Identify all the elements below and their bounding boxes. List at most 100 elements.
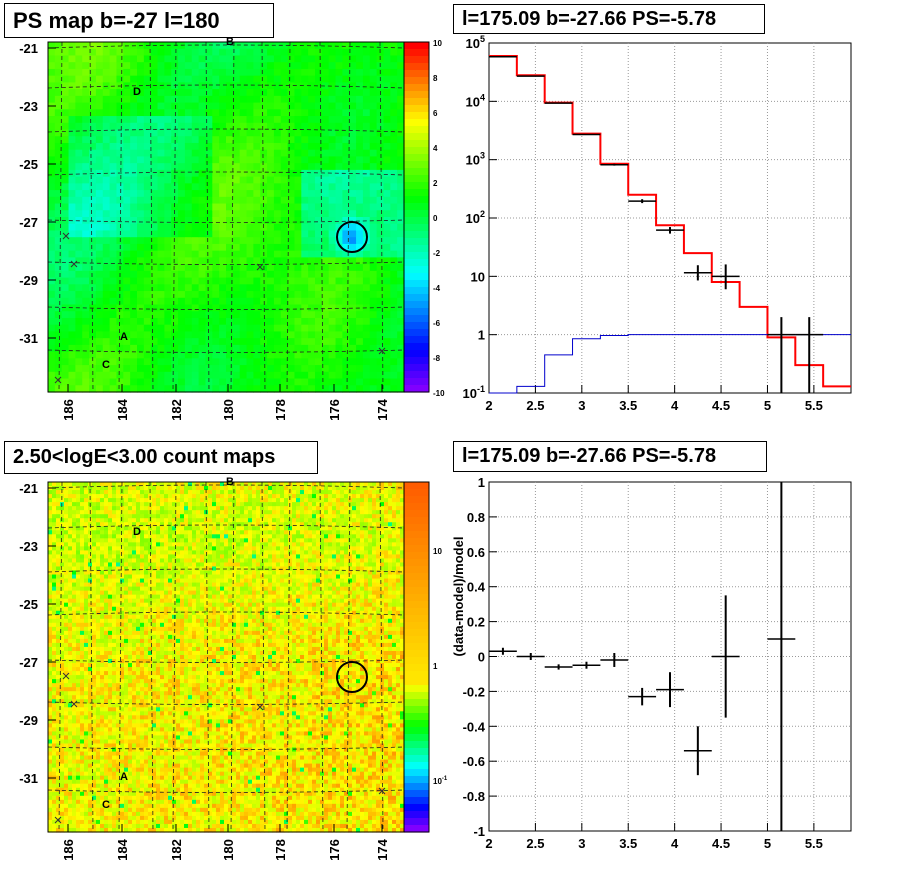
count-map-cell <box>76 642 81 648</box>
ps-map-cell <box>150 371 159 380</box>
count-map-cell <box>60 791 65 797</box>
count-map-cell <box>56 654 61 660</box>
ps-map-cell <box>280 142 289 151</box>
ps-map-cell <box>294 365 302 373</box>
count-map-cell <box>140 618 145 624</box>
count-map-cell <box>120 634 125 640</box>
ps-map-cell <box>109 129 118 137</box>
ps-map-cell <box>239 243 248 252</box>
ps-map-cell <box>89 317 97 326</box>
count-map-cell <box>84 642 89 648</box>
ps-map-cell <box>164 331 172 339</box>
ps-map-cell <box>191 344 200 353</box>
ps-map-cell <box>143 371 152 380</box>
count-map-cell <box>72 518 77 523</box>
ps-map-cell <box>143 136 152 144</box>
count-map-cell <box>88 751 93 757</box>
count-map-cell <box>68 554 73 560</box>
count-map-cell <box>132 671 137 676</box>
ps-map-cell <box>349 55 357 63</box>
count-map-cell <box>116 811 121 817</box>
ps-map-cell <box>226 196 234 205</box>
ps-map-cell <box>82 190 90 198</box>
ps-map-cell <box>253 68 261 77</box>
count-map-cell <box>64 614 69 620</box>
count-map-cell <box>60 510 65 515</box>
count-map-cell <box>76 530 81 535</box>
ps-map-cell <box>239 196 248 205</box>
count-map-cell <box>100 494 105 499</box>
count-map-cell <box>56 767 61 773</box>
count-map-cell <box>92 755 97 761</box>
ps-map-cell <box>130 62 138 70</box>
ps-map-cell <box>75 75 83 83</box>
count-map-cell <box>84 807 89 813</box>
ps-map-cell <box>143 176 152 184</box>
ps-map-cell <box>328 163 337 171</box>
ps-map-cell <box>267 102 275 110</box>
count-map-cell <box>116 823 121 829</box>
ps-map-cell <box>109 264 118 272</box>
ps-map-cell <box>130 68 138 77</box>
count-map-cell <box>124 574 129 580</box>
count-map-cell <box>72 731 77 737</box>
count-map-cell <box>112 570 117 576</box>
ps-map-cell <box>260 371 268 380</box>
ps-map-cell <box>205 48 213 57</box>
count-map-cell <box>80 663 85 668</box>
ps-map-cell <box>123 257 131 265</box>
ps-map-cell <box>178 358 186 366</box>
count-map-cell <box>80 807 85 813</box>
count-map-cell <box>72 735 77 741</box>
count-map-cell <box>96 618 101 624</box>
ps-map-cell <box>191 217 200 225</box>
count-map-cell <box>140 671 145 676</box>
ps-map-cell <box>226 378 234 386</box>
ps-map-cell <box>335 42 343 50</box>
ps-map-cell <box>294 109 302 117</box>
ps-map-cell <box>184 311 193 319</box>
ps-map-cell <box>315 264 323 272</box>
ps-map-cell <box>143 365 152 373</box>
ps-map-cell <box>267 142 275 151</box>
count-map-cell <box>48 663 53 668</box>
ps-map-cell <box>212 385 220 393</box>
ps-map-cell <box>294 102 302 110</box>
ps-map-cell <box>68 210 76 218</box>
count-map-cell <box>100 715 105 720</box>
ps-map-cell <box>390 176 398 184</box>
ps-map-grid-line <box>58 41 63 393</box>
count-map-cell <box>60 775 65 781</box>
ps-map-cell <box>280 42 289 50</box>
ps-map-cell <box>273 243 282 252</box>
count-map-cell <box>80 671 85 676</box>
ps-map-cell <box>75 169 83 178</box>
count-map-cell <box>116 550 121 556</box>
ps-map-cell <box>321 217 330 225</box>
count-map-cell <box>112 486 117 491</box>
count-map-cell <box>64 514 69 519</box>
count-map-cell <box>60 538 65 543</box>
count-map-cell <box>136 743 141 749</box>
ps-map-cell <box>123 277 131 285</box>
count-map-cell <box>96 683 101 688</box>
count-map-cell <box>56 634 61 640</box>
ps-map-cell <box>321 203 330 211</box>
ps-map-cell <box>75 237 83 245</box>
ps-map-cell <box>308 371 316 380</box>
ps-map-cell <box>321 129 330 137</box>
count-map-cell <box>120 767 125 773</box>
ps-map-cell <box>232 116 241 124</box>
count-map-cell <box>84 667 89 672</box>
count-map-cell <box>100 707 105 712</box>
count-map-cell <box>64 823 69 829</box>
count-map-cell <box>100 538 105 543</box>
count-map-cell <box>72 671 77 676</box>
ps-map-cell <box>205 270 213 279</box>
ps-map-cell <box>109 277 118 285</box>
ps-map-cell <box>397 344 405 353</box>
count-map-cell <box>116 654 121 660</box>
count-map-cell <box>120 614 125 620</box>
count-map-cell <box>60 486 65 491</box>
count-map-cell <box>124 663 129 668</box>
